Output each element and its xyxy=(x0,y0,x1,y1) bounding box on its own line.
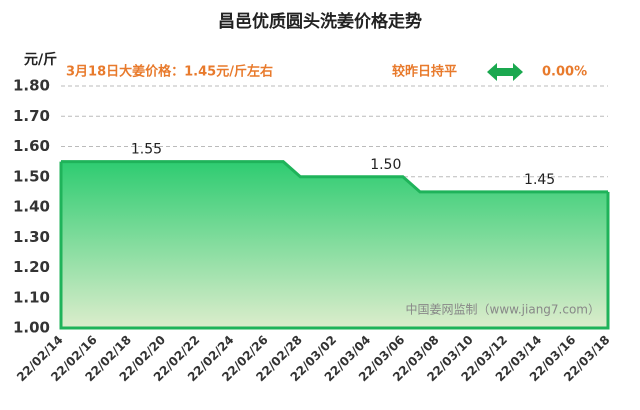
annotation: 0.00% xyxy=(542,65,587,80)
line xyxy=(61,160,608,194)
y-tick-label: 1.50 xyxy=(13,167,50,185)
y-tick-label: 1.80 xyxy=(13,77,50,95)
data-label: 1.45 xyxy=(524,172,555,188)
y-axis-label: 元/斤 xyxy=(24,51,57,68)
y-tick-label: 1.40 xyxy=(13,198,50,216)
data-label: 1.55 xyxy=(131,142,162,158)
y-tick-label: 1.70 xyxy=(13,107,50,125)
chart-title: 昌邑优质圆头洗姜价格走势 xyxy=(218,11,422,32)
data-label: 1.50 xyxy=(370,157,401,173)
annotation: 3月18日大姜价格：1.45元/斤左右 xyxy=(66,64,273,80)
annotation: 较昨日持平 xyxy=(392,64,457,80)
y-tick-label: 1.00 xyxy=(13,319,50,337)
watermark: 中国姜网监制（www.jiang7.com） xyxy=(406,302,600,317)
area xyxy=(61,161,608,328)
flat-arrow-icon xyxy=(487,63,523,81)
y-tick-label: 1.20 xyxy=(13,258,50,276)
y-tick-label: 1.10 xyxy=(13,288,50,306)
y-tick-label: 1.60 xyxy=(13,137,50,155)
y-tick-label: 1.30 xyxy=(13,228,50,246)
area-border xyxy=(59,161,610,330)
